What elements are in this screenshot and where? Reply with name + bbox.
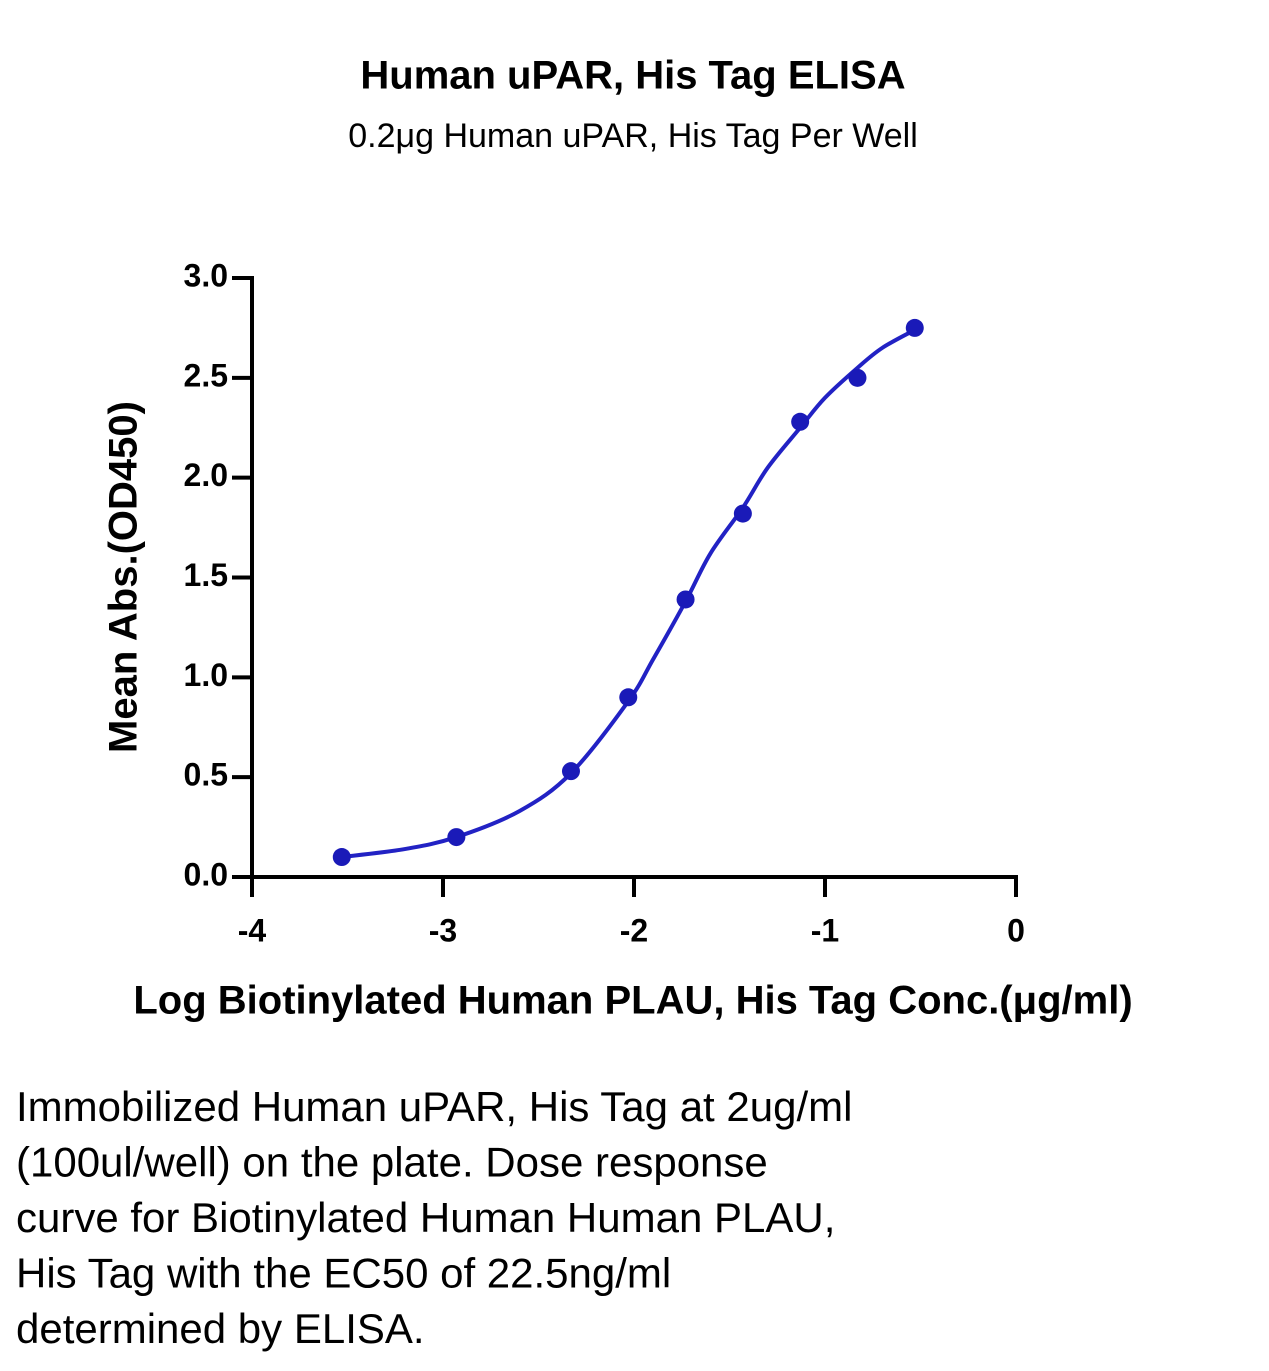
x-tick-label: -3 (429, 912, 457, 948)
x-axis-label: Log Biotinylated Human PLAU, His Tag Con… (133, 979, 1132, 1023)
data-point (447, 828, 466, 847)
fit-curve (341, 328, 916, 860)
y-tick-label: 2.5 (184, 357, 228, 393)
y-tick-label: 0.5 (184, 757, 228, 793)
data-point (619, 688, 638, 707)
caption-line: His Tag with the EC50 of 22.5ng/ml (16, 1250, 671, 1297)
caption-line: (100ul/well) on the plate. Dose response (16, 1139, 768, 1186)
data-point (791, 412, 810, 431)
chart-title: Human uPAR, His Tag ELISA (360, 54, 905, 98)
chart-subtitle: 0.2μg Human uPAR, His Tag Per Well (348, 117, 918, 155)
data-point (905, 318, 924, 337)
caption-line: determined by ELISA. (16, 1305, 425, 1352)
data-point (332, 848, 351, 867)
data-point (848, 368, 867, 387)
y-tick-label: 3.0 (184, 257, 228, 293)
x-tick-label: -1 (811, 912, 839, 948)
data-point (733, 504, 752, 523)
y-tick-label: 1.5 (184, 557, 228, 593)
data-point (676, 590, 695, 609)
x-tick-label: -4 (238, 912, 267, 948)
y-tick-label: 2.0 (184, 457, 228, 493)
caption-line: Immobilized Human uPAR, His Tag at 2ug/m… (16, 1083, 852, 1130)
caption-line: curve for Biotinylated Human Human PLAU, (16, 1194, 835, 1241)
y-tick-label: 0.0 (184, 856, 228, 892)
x-tick-label: -2 (620, 912, 648, 948)
y-tick-label: 1.0 (184, 657, 228, 693)
x-tick-label: 0 (1007, 912, 1025, 948)
y-axis-label: Mean Abs.(OD450) (102, 401, 146, 753)
data-point (561, 762, 580, 781)
